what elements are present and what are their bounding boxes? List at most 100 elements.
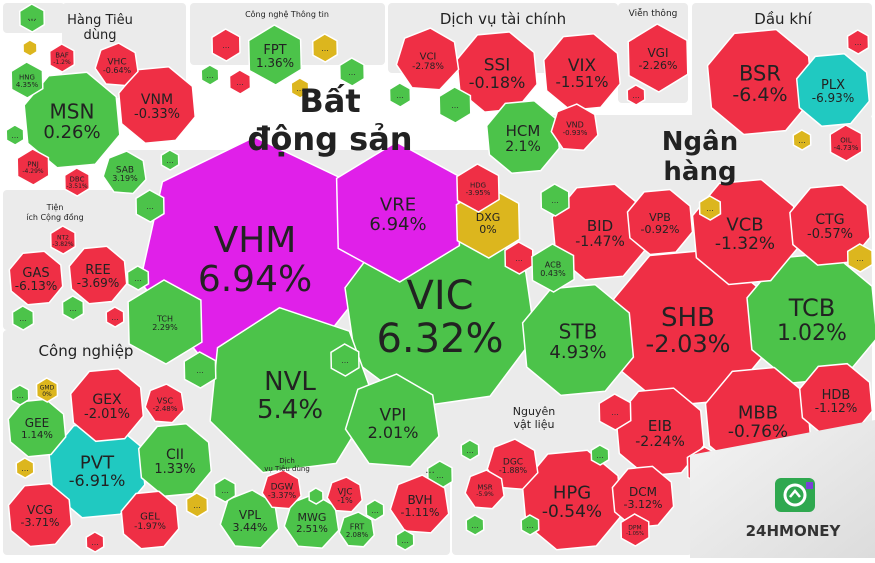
stock-cell-dgw[interactable] [261,469,302,510]
stock-cell[interactable] [698,195,722,221]
stock-ticker: BID [587,217,613,235]
stock-cell[interactable] [395,529,415,551]
stock-cell-vpb[interactable] [626,188,694,256]
stock-change: 0% [479,223,496,236]
stock-cell-oil[interactable] [829,124,863,162]
stock-cell-ctg[interactable] [789,184,871,266]
stock-cell[interactable] [11,305,35,331]
stock-cell[interactable] [460,439,480,461]
stock-cell-msn[interactable] [23,71,121,169]
stock-cell[interactable] [308,487,324,505]
stock-cell[interactable] [211,28,241,62]
stock-cell-gas[interactable] [8,250,64,306]
stock-cell-dgc[interactable] [486,438,539,490]
stock-change: -2.24% [635,434,685,450]
stock-cell[interactable] [183,351,217,389]
stock-cell-plx[interactable] [795,52,871,128]
stock-cell-msr[interactable] [464,469,505,510]
stock-cell[interactable] [540,183,570,217]
stock-cell-vgi[interactable] [627,23,689,93]
stock-cell-vci[interactable] [395,27,460,91]
stock-cell[interactable] [311,33,339,63]
stock-cell-dbc[interactable] [63,167,91,197]
stock-cell-dcm[interactable] [611,465,675,529]
stock-cell[interactable] [846,243,874,273]
stock-cell[interactable] [22,39,38,57]
more-indicator: ... [611,408,619,417]
stock-cell-nt2[interactable] [49,225,77,255]
stock-cell[interactable] [598,393,632,431]
stock-cell-hcm[interactable] [485,99,561,175]
stock-ticker: VPL [239,508,261,522]
stock-cell[interactable] [200,64,220,86]
stock-cell[interactable] [213,477,237,503]
stock-cell-frt[interactable] [338,511,375,548]
stock-cell-vpi[interactable] [344,373,440,468]
stock-cell-stb[interactable] [521,283,635,397]
stock-cell[interactable] [185,492,209,518]
stock-ticker: MWG [298,511,327,524]
stock-change: -1.97% [134,522,166,532]
stock-cell-bid[interactable] [551,183,649,281]
stock-cell-tch[interactable] [127,279,203,365]
stock-cell-gmd[interactable] [35,377,59,403]
stock-ticker: VCG [27,503,53,517]
stock-cell-hdg[interactable] [456,163,500,213]
stock-cell[interactable] [228,69,252,95]
stock-cell-gel[interactable] [120,490,180,550]
stock-cell-hng[interactable] [10,61,44,99]
stock-cell[interactable] [126,265,150,291]
stock-cell-fpt[interactable] [247,24,303,86]
stock-cell-vsc[interactable] [144,383,185,424]
stock-ticker: BAF [55,52,69,60]
stock-cell[interactable] [438,86,472,124]
stock-cell-dpm[interactable] [620,513,650,547]
stock-cell-vix[interactable] [543,33,621,111]
stock-cell-nvl[interactable] [209,306,376,474]
stock-cell[interactable] [504,241,534,275]
stock-cell-vhc[interactable] [94,42,139,87]
stock-cell-vnd[interactable] [550,103,599,152]
stock-cell-bvh[interactable] [389,474,450,534]
stock-cell-vcg[interactable] [7,482,73,548]
stock-cell-ree[interactable] [68,245,128,305]
stock-cell-sab[interactable] [102,150,147,195]
stock-cell[interactable] [5,124,25,146]
stock-ticker: STB [559,320,598,344]
stock-cell-cii[interactable] [137,422,213,498]
stock-cell[interactable] [792,129,812,151]
sector-title: Dầu khí [754,10,812,28]
stock-cell[interactable] [465,514,485,536]
stock-cell-gee[interactable] [7,398,67,458]
stock-cell[interactable] [338,57,366,87]
stock-cell[interactable] [365,499,385,521]
stock-cell-vnm[interactable] [118,66,196,144]
stock-cell[interactable] [135,189,165,223]
stock-cell[interactable] [61,295,85,321]
stock-cell-acb[interactable] [531,243,575,293]
stock-cell[interactable] [160,149,180,171]
stock-change: 1.33% [154,462,195,477]
stock-change: -1% [337,496,353,505]
stock-cell[interactable] [85,531,105,553]
stock-cell[interactable] [520,514,540,536]
stock-cell[interactable] [10,384,30,406]
more-indicator: ... [706,204,714,213]
stock-cell[interactable] [846,29,870,55]
sector-title: vụ Tiêu dùng [264,465,310,473]
stock-cell-pnj[interactable] [16,148,50,186]
stock-cell-gex[interactable] [69,367,145,443]
stock-cell[interactable] [105,306,125,328]
stock-cell[interactable] [15,457,35,479]
stock-cell-bsr[interactable] [706,28,814,136]
stock-cell[interactable] [18,3,46,33]
stock-ticker: FPT [263,43,286,58]
stock-cell-baf[interactable] [48,43,76,73]
stock-change: -2.26% [639,59,678,72]
stock-cell[interactable] [626,84,646,106]
stock-cell[interactable] [388,82,412,108]
stock-cell-vjc[interactable] [326,476,363,513]
stock-cell[interactable] [590,444,610,466]
stock-cell[interactable] [290,77,310,99]
stock-cell[interactable] [330,343,360,377]
